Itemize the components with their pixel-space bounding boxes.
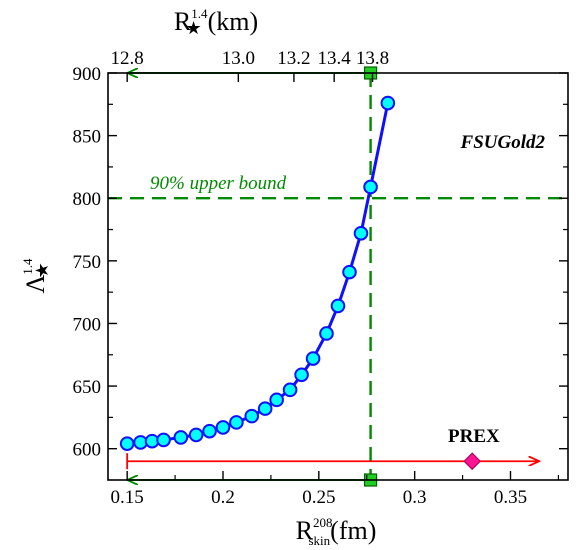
series-layer [119, 95, 396, 451]
data-point [363, 179, 378, 195]
y-tick-label: 900 [73, 64, 102, 85]
upper-bound-label: 90% upper bound [150, 173, 287, 194]
y-axis-title: Λ1.4★ [20, 258, 52, 294]
data-point [188, 427, 204, 443]
top-tick-label: 13.0 [222, 48, 255, 69]
data-point [119, 436, 135, 451]
model-label: FSUGold2 [460, 132, 546, 153]
data-point [330, 298, 346, 314]
data-point [319, 326, 334, 341]
data-point [244, 408, 260, 424]
x-axis-title: R208 skin(fm) [296, 515, 377, 548]
guide-lines [108, 66, 568, 487]
top-axis-title: R1.4 ★ (km) [174, 6, 258, 38]
data-point [305, 351, 321, 366]
y-tick-label: 650 [73, 377, 102, 398]
x-tick-label: 0.2 [211, 487, 235, 508]
data-point [229, 415, 244, 430]
prex-label: PREX [448, 426, 500, 447]
data-point [173, 430, 189, 445]
top-tick-label: 13.2 [277, 48, 310, 69]
data-point [282, 382, 298, 398]
data-point [353, 225, 369, 241]
axis-ticks: 0.15 0.2 0.25 0.3 0.35 12.8 13.0 13.2 13.4 13.8 60… [73, 48, 568, 508]
data-point [215, 420, 231, 435]
y-tick-label: 850 [73, 127, 102, 148]
top-tick-label: 13.4 [318, 48, 352, 69]
y-tick-label: 800 [73, 189, 102, 210]
data-point [202, 423, 217, 439]
x-tick-label: 0.15 [111, 487, 144, 508]
top-tick-label: 12.8 [111, 48, 144, 69]
y-tick-label: 600 [73, 440, 102, 461]
data-point [342, 264, 357, 280]
x-tick-label: 0.3 [403, 487, 427, 508]
data-point [257, 401, 273, 416]
top-tick-label: 13.8 [356, 48, 389, 69]
prex-marker [463, 452, 482, 471]
data-point [156, 432, 171, 448]
data-point [269, 392, 284, 408]
annotations [126, 452, 539, 471]
data-point [294, 367, 309, 383]
data-point [380, 95, 396, 111]
y-tick-label: 750 [73, 252, 102, 273]
plot-frame [107, 72, 569, 481]
x-tick-label: 0.35 [494, 487, 527, 508]
y-tick-label: 700 [73, 314, 102, 335]
x-tick-label: 0.25 [302, 487, 335, 508]
